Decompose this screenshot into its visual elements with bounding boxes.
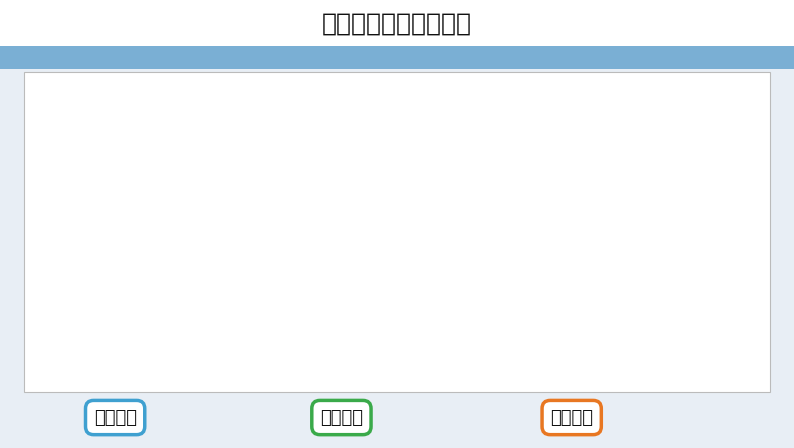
- Ellipse shape: [245, 197, 343, 267]
- Ellipse shape: [422, 247, 515, 311]
- Ellipse shape: [643, 169, 657, 174]
- Ellipse shape: [618, 279, 653, 293]
- Ellipse shape: [660, 169, 673, 174]
- FancyBboxPatch shape: [258, 357, 345, 377]
- FancyBboxPatch shape: [520, 357, 607, 377]
- Ellipse shape: [262, 222, 271, 227]
- Ellipse shape: [72, 207, 142, 257]
- Ellipse shape: [95, 224, 119, 241]
- Ellipse shape: [573, 223, 697, 241]
- Ellipse shape: [616, 286, 635, 293]
- Ellipse shape: [429, 251, 508, 307]
- Text: 生长: 生长: [103, 358, 127, 376]
- Ellipse shape: [310, 240, 319, 244]
- Ellipse shape: [453, 174, 484, 196]
- Text: 分裂: 分裂: [290, 358, 314, 376]
- Text: 生物体由小长大的原因: 生物体由小长大的原因: [322, 11, 472, 35]
- Text: 种类增多: 种类增多: [550, 409, 593, 426]
- Ellipse shape: [314, 218, 323, 222]
- Ellipse shape: [620, 229, 650, 235]
- Ellipse shape: [277, 247, 286, 252]
- Ellipse shape: [585, 166, 606, 177]
- Ellipse shape: [610, 169, 623, 174]
- FancyBboxPatch shape: [71, 357, 159, 377]
- Ellipse shape: [422, 153, 515, 217]
- Circle shape: [589, 168, 602, 175]
- Ellipse shape: [453, 268, 484, 290]
- Ellipse shape: [77, 211, 137, 254]
- Text: 分化: 分化: [552, 358, 576, 376]
- Text: 体积增大: 体积增大: [94, 409, 137, 426]
- Text: 数量增加: 数量增加: [320, 409, 363, 426]
- Ellipse shape: [237, 192, 350, 272]
- Ellipse shape: [429, 157, 508, 213]
- Ellipse shape: [603, 273, 667, 299]
- Ellipse shape: [274, 218, 314, 246]
- Ellipse shape: [626, 169, 640, 174]
